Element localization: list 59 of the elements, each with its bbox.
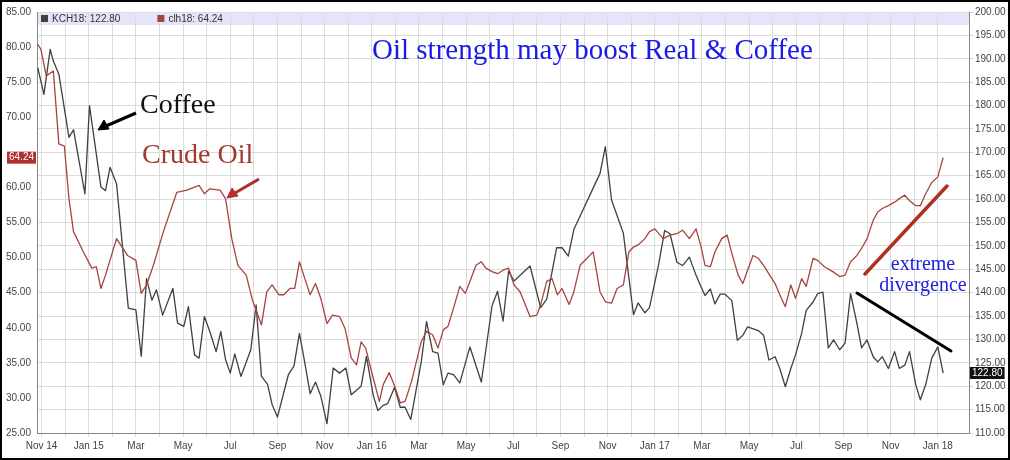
y2-tick-label: 120.00: [975, 379, 1007, 391]
x-tick-label: Sep: [551, 439, 570, 451]
y-tick-label: 85.00: [5, 5, 32, 17]
x-tick-label: Nov: [598, 439, 617, 451]
x-tick-label: May: [739, 439, 759, 451]
y-tick-label: 75.00: [5, 75, 32, 87]
x-tick-label: Jan 17: [639, 439, 671, 451]
x-tick-label: Nov: [315, 439, 334, 451]
y2-tick-label: 155.00: [975, 216, 1007, 228]
x-tick-label: Mar: [127, 439, 146, 451]
y2-tick-label: 175.00: [975, 122, 1007, 134]
y2-tick-label: 115.00: [975, 403, 1006, 415]
x-tick-label: Nov 14: [25, 439, 58, 451]
x-tick-label: Mar: [693, 439, 712, 451]
y-tick-label: 55.00: [5, 216, 32, 228]
y2-tick-label: 170.00: [975, 146, 1007, 158]
legend-label: KCH18: 122.80: [52, 12, 121, 24]
x-tick-label: May: [173, 439, 193, 451]
y2-tick-label: 135.00: [975, 309, 1007, 321]
y2-tick-label: 160.00: [975, 192, 1007, 204]
y2-tick-label: 165.00: [975, 169, 1007, 181]
y-tick-label: 50.00: [5, 251, 32, 263]
y2-tick-label: 110.00: [975, 426, 1006, 438]
y-tick-label: 70.00: [5, 111, 32, 122]
x-tick-label: Sep: [834, 439, 853, 451]
text: 64.24: [8, 151, 35, 163]
y2-tick-label: 195.00: [975, 29, 1007, 41]
text: 122.80: [972, 366, 1004, 378]
x-tick-label: Jul: [223, 439, 237, 451]
y2-tick-label: 180.00: [975, 99, 1007, 111]
legend-label: clh18: 64.24: [168, 12, 224, 24]
y2-tick-label: 140.00: [975, 286, 1007, 298]
y2-tick-label: 125.00: [975, 356, 1007, 368]
x-tick-label: May: [456, 439, 476, 451]
x-tick-label: Jul: [506, 439, 520, 451]
x-tick-label: Sep: [268, 439, 287, 451]
y-tick-label: 45.00: [5, 286, 32, 298]
y-tick-label: 80.00: [5, 40, 32, 52]
y2-tick-label: 185.00: [975, 75, 1007, 87]
annotation: Coffee: [140, 88, 216, 119]
annotation: extreme divergence: [879, 252, 967, 295]
x-tick-label: Jan 16: [356, 439, 388, 451]
y-tick-label: 60.00: [5, 181, 32, 193]
y2-tick-label: 145.00: [975, 263, 1007, 275]
y2-tick-label: 200.00: [975, 5, 1007, 17]
annotation: Crude Oil: [142, 138, 254, 169]
y2-tick-label: 130.00: [975, 333, 1007, 345]
x-tick-label: Nov: [881, 439, 900, 451]
x-tick-label: Jan 15: [73, 439, 105, 451]
x-tick-label: Jul: [789, 439, 803, 451]
text: Oil strength may boost Real & Coffee: [372, 33, 813, 65]
y-tick-label: 35.00: [5, 356, 32, 368]
x-tick-label: Mar: [410, 439, 429, 451]
y2-tick-label: 190.00: [975, 52, 1007, 64]
y2-tick-label: 150.00: [975, 239, 1007, 251]
y-tick-label: 30.00: [5, 391, 32, 403]
y-tick-label: 40.00: [5, 321, 32, 333]
x-tick-label: Jan 18: [922, 439, 954, 451]
y-tick-label: 25.00: [5, 426, 32, 438]
